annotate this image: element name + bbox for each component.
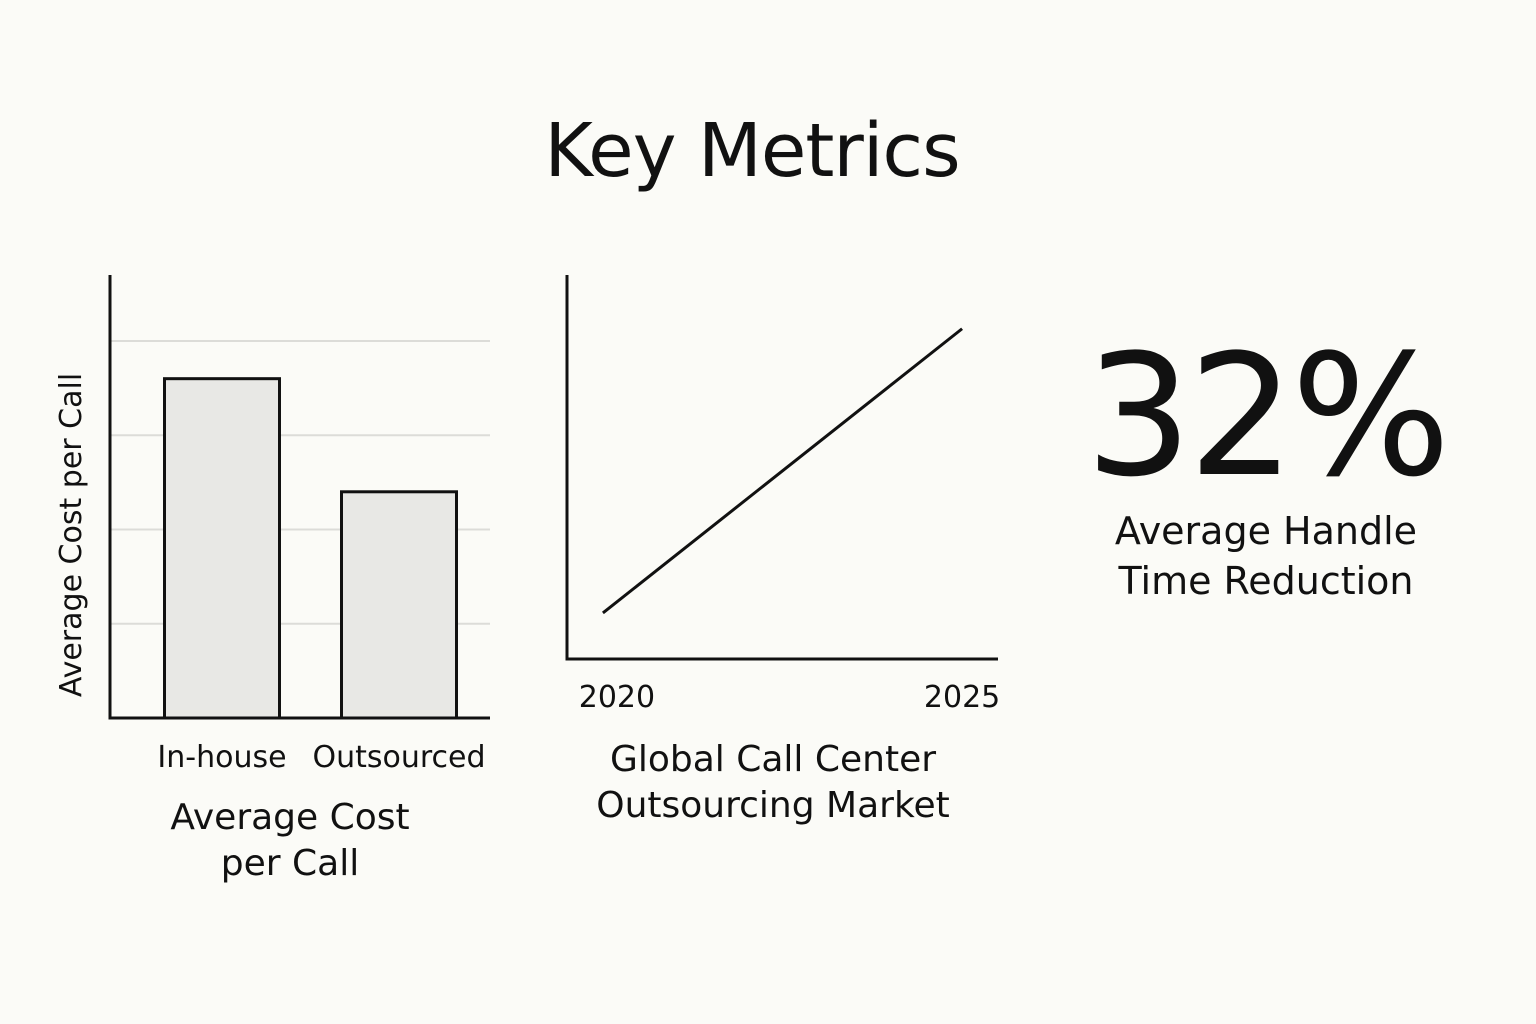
bar-category-label: Outsourced	[312, 740, 485, 775]
kpi-label-line-1: Average Handle	[1114, 509, 1418, 553]
kpi-label: Average Handle Time Reduction	[1080, 506, 1452, 606]
line-chart-title: Global Call Center Outsourcing Market	[563, 737, 983, 829]
line-x-tick-label: 2020	[579, 680, 655, 715]
kpi-label-line-2: Time Reduction	[1118, 559, 1414, 603]
kpi-value: 32%	[1085, 318, 1450, 514]
page-title: Key Metrics	[544, 108, 960, 194]
line-series	[601, 327, 964, 615]
bar-chart-title-line-2: per Call	[220, 843, 360, 884]
bar-y-axis-label: Average Cost per Call	[54, 373, 89, 697]
line-chart-title-line-2: Outsourcing Market	[596, 785, 950, 826]
bar-chart-title: Average Cost per Call	[140, 795, 440, 887]
line-chart-title-line-1: Global Call Center	[609, 739, 937, 780]
bar-chart-title-line-1: Average Cost	[170, 797, 410, 838]
bar-category-label: In-house	[157, 740, 286, 775]
line-x-tick-label: 2025	[924, 680, 1000, 715]
bar-outsourced	[340, 490, 458, 720]
